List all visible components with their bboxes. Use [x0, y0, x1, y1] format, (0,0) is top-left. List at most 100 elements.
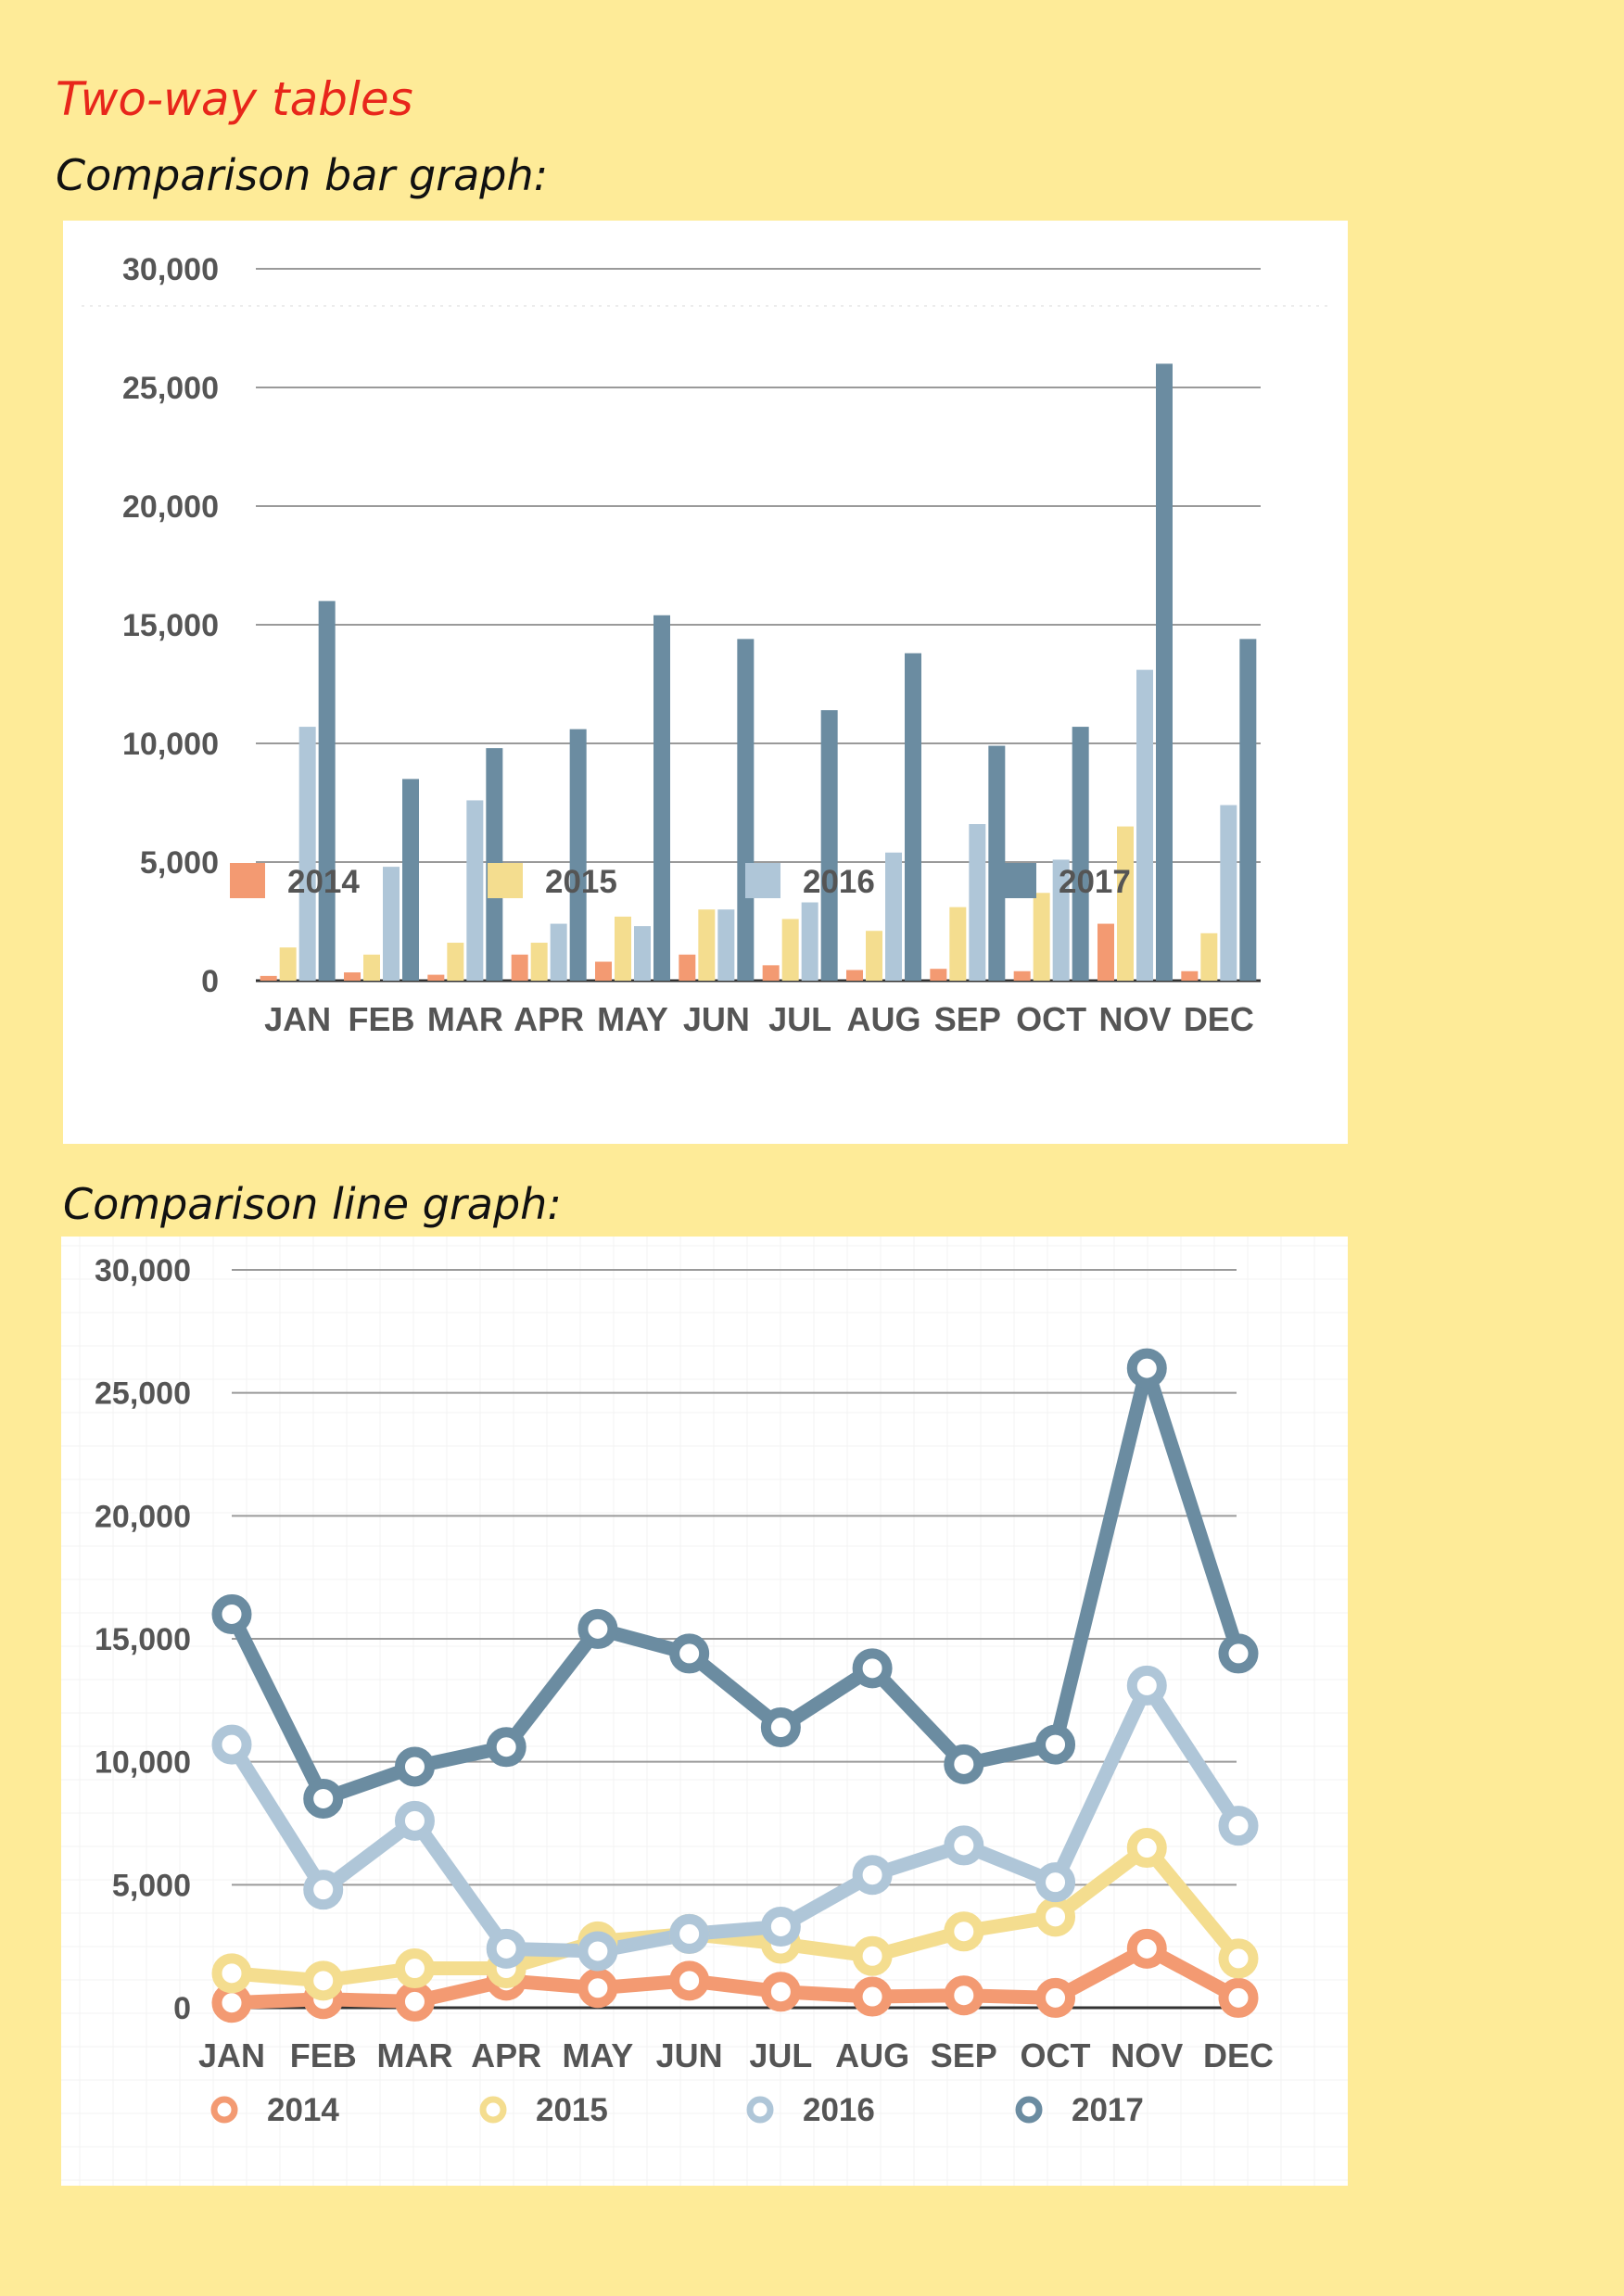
- y-tick-label: 5,000: [112, 1868, 191, 1903]
- x-tick-label: JAN: [264, 1000, 331, 1038]
- bar-2015-feb: [363, 954, 380, 981]
- bar-2014-dec: [1181, 970, 1199, 981]
- point-2015-nov: [1126, 1828, 1167, 1869]
- point-2015-aug: [852, 1935, 893, 1976]
- point-2016-sep: [944, 1825, 984, 1866]
- bar-2016-apr: [550, 923, 567, 981]
- point-2014-jul: [760, 1972, 801, 2012]
- line-chart: 0 5,000 10,000 15,000 20,000 25,000 30,000 JAN F…: [61, 1237, 1348, 2186]
- point-2015-jan: [211, 1953, 252, 1994]
- point-2016-oct: [1035, 1862, 1076, 1903]
- point-2014-dec: [1218, 1977, 1259, 2018]
- bar-2014-aug: [846, 970, 863, 981]
- bar-2015-sep: [949, 907, 967, 981]
- bar-2017-aug: [905, 653, 921, 981]
- bar-2016-jul: [801, 902, 818, 981]
- point-2016-may: [577, 1931, 618, 1972]
- point-2014-aug: [852, 1976, 893, 2017]
- bar-2017-jul: [820, 710, 838, 981]
- bar-2016-oct: [1052, 859, 1070, 981]
- bar-2015-nov: [1117, 826, 1134, 981]
- point-2016-apr: [486, 1928, 527, 1969]
- y-tick-label: 5,000: [140, 845, 219, 881]
- bar-2015-jun: [698, 909, 716, 981]
- x-tick-label: OCT: [1016, 1000, 1086, 1038]
- bar-2014-jun: [679, 954, 696, 981]
- legend-label-2015: 2015: [536, 2092, 608, 2128]
- point-2014-mar: [394, 1981, 435, 2022]
- bar-2015-may: [615, 916, 631, 981]
- y-tick-label: 20,000: [95, 1499, 191, 1534]
- x-tick-label: NOV: [1098, 1000, 1171, 1038]
- bar-2017-may: [653, 615, 670, 981]
- point-2014-nov: [1126, 1928, 1167, 1969]
- bar-2017-apr: [569, 729, 587, 981]
- bar-2016-jun: [717, 909, 735, 981]
- line-series-2016: [224, 1678, 1246, 1959]
- bar-2014-jan: [260, 975, 277, 981]
- bar-2014-apr: [511, 954, 528, 981]
- point-2017-aug: [852, 1648, 893, 1689]
- x-tick-label: MAR: [376, 2036, 452, 2074]
- legend-swatch-2017: [1001, 863, 1036, 898]
- x-tick-label: JAN: [198, 2036, 265, 2074]
- point-2016-mar: [394, 1800, 435, 1841]
- legend-label-2017: 2017: [1059, 864, 1131, 900]
- x-tick-label: AUG: [835, 2036, 909, 2074]
- bar-2015-aug: [866, 931, 882, 981]
- bar-2015-dec: [1200, 932, 1218, 981]
- point-2016-aug: [852, 1855, 893, 1896]
- bar-2016-may: [634, 926, 651, 981]
- point-2017-sep: [944, 1744, 984, 1784]
- point-2017-jan: [211, 1593, 252, 1634]
- y-tick-label: 20,000: [122, 489, 219, 525]
- bar-2016-sep: [969, 824, 986, 981]
- bar-2014-mar: [427, 974, 445, 981]
- bar-2017-oct: [1072, 727, 1089, 981]
- point-2014-jun: [669, 1960, 710, 2001]
- x-tick-label: FEB: [290, 2036, 357, 2074]
- x-tick-label: SEP: [934, 1000, 1001, 1038]
- y-tick-label: 10,000: [95, 1745, 191, 1781]
- point-2017-mar: [394, 1746, 435, 1787]
- bar-2015-mar: [447, 943, 464, 981]
- bar-2017-feb: [402, 779, 419, 981]
- bar-2017-sep: [988, 745, 1006, 981]
- x-tick-label: DEC: [1203, 2036, 1274, 2074]
- legend-swatch-2014: [230, 863, 265, 898]
- x-tick-label: JUN: [656, 2036, 723, 2074]
- point-2017-dec: [1218, 1633, 1259, 1674]
- point-2017-feb: [303, 1778, 344, 1819]
- point-2015-sep: [944, 1911, 984, 1952]
- point-2017-jun: [669, 1633, 710, 1674]
- legend-label-2016: 2016: [803, 2092, 875, 2128]
- point-2016-dec: [1218, 1806, 1259, 1846]
- legend-marker-2016: [746, 2096, 774, 2124]
- bar-2017-jun: [737, 639, 755, 981]
- bar-2015-jul: [781, 919, 799, 981]
- point-2014-sep: [944, 1975, 984, 2016]
- x-tick-label: SEP: [931, 2036, 997, 2074]
- legend-marker-2017: [1015, 2096, 1043, 2124]
- y-tick-label: 25,000: [95, 1376, 191, 1412]
- point-2014-oct: [1035, 1977, 1076, 2018]
- bar-2016-nov: [1136, 669, 1153, 981]
- point-2015-dec: [1218, 1938, 1259, 1979]
- y-tick-label: 30,000: [95, 1253, 191, 1288]
- line-series-2017: [224, 1361, 1246, 1806]
- x-tick-label: JUL: [768, 1000, 831, 1038]
- x-tick-label: APR: [471, 2036, 541, 2074]
- x-tick-label: DEC: [1184, 1000, 1254, 1038]
- x-tick-label: OCT: [1021, 2036, 1091, 2074]
- point-2016-jun: [669, 1913, 710, 1954]
- point-2017-may: [577, 1608, 618, 1649]
- x-tick-label: MAY: [597, 1000, 668, 1038]
- legend-label-2017: 2017: [1072, 2092, 1144, 2128]
- legend-swatch-2016: [745, 863, 780, 898]
- y-tick-label: 25,000: [122, 371, 219, 406]
- bar-2016-mar: [466, 800, 484, 981]
- page-title: Two-way tables: [56, 72, 413, 126]
- bar-2014-oct: [1013, 970, 1031, 981]
- x-tick-label: JUL: [749, 2036, 812, 2074]
- point-2016-nov: [1126, 1665, 1167, 1706]
